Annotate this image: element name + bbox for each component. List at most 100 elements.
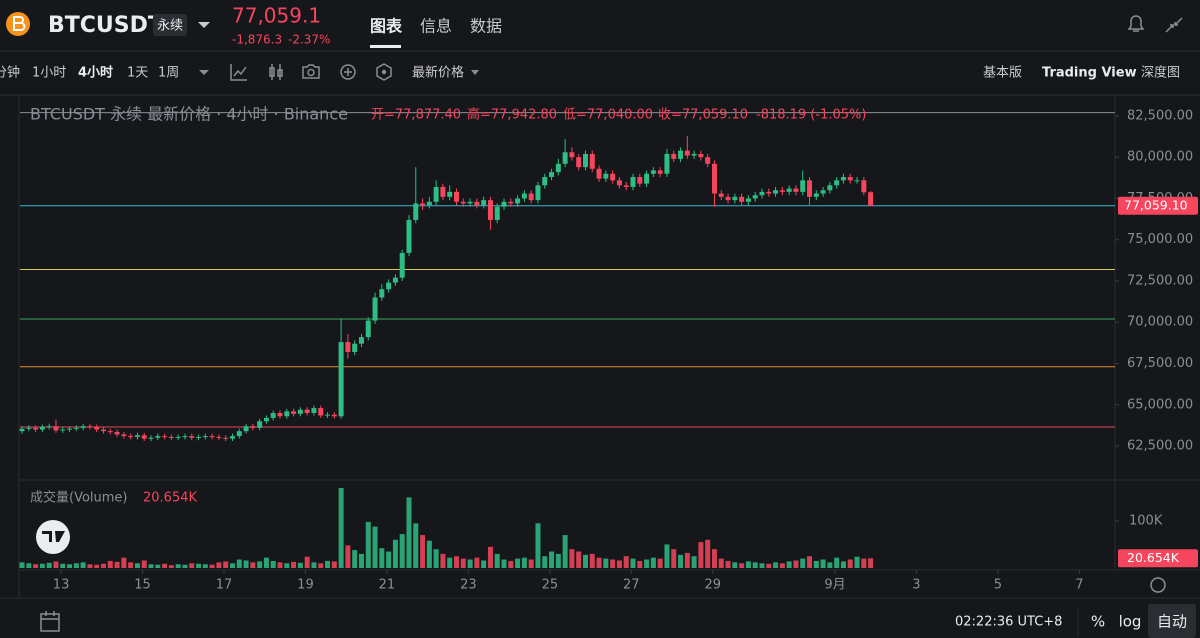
volume-tag-label: 20.654K	[1127, 550, 1180, 565]
view[interactable]: 深度图	[1141, 65, 1180, 81]
badge: 永续	[157, 19, 183, 34]
price-type-dropdown[interactable]	[471, 70, 479, 75]
volume-bar	[345, 545, 351, 568]
candle-body	[33, 427, 39, 430]
candle-body	[657, 170, 663, 174]
tab[interactable]: 数据	[470, 17, 502, 36]
tab[interactable]: 图表	[370, 17, 403, 36]
volume-bar	[603, 558, 609, 568]
volume-bar	[311, 562, 317, 568]
volume-bar	[297, 562, 303, 568]
settings-dot	[381, 69, 387, 75]
candle-body	[454, 191, 460, 202]
volume-bar	[155, 564, 161, 568]
volume-bar	[813, 560, 819, 568]
candle-body	[535, 185, 541, 201]
symbol-dropdown[interactable]	[198, 22, 210, 28]
tv-logo[interactable]	[36, 520, 70, 554]
price-type[interactable]: 最新价格	[412, 65, 464, 81]
shrink-icon[interactable]	[1165, 17, 1183, 33]
candle-body	[358, 337, 364, 344]
volume-bar	[786, 561, 792, 568]
interval[interactable]: 1小时	[32, 66, 66, 81]
interval[interactable]: 4小时	[78, 65, 113, 81]
candle-body	[637, 177, 643, 184]
candle-body	[270, 413, 276, 418]
candle-body	[603, 173, 609, 179]
percent-toggle[interactable]: %	[1091, 613, 1105, 631]
volume-bar	[304, 556, 310, 568]
volume-bar	[847, 559, 853, 568]
candle-body	[481, 200, 487, 206]
x-tick-label: 25	[542, 578, 559, 593]
candle-body	[834, 180, 840, 186]
volume-bar	[121, 557, 127, 568]
volume-bar	[718, 558, 724, 568]
volume-bar	[447, 557, 453, 568]
volume-bar	[263, 557, 269, 568]
log-toggle[interactable]: log	[1119, 613, 1142, 631]
x-tick-label: 29	[705, 578, 722, 593]
volume-title: 成交量(Volume)	[30, 490, 128, 506]
volume-bar	[623, 556, 629, 568]
view[interactable]: 基本版	[983, 66, 1022, 81]
volume-bar	[236, 559, 242, 568]
volume-bar	[616, 560, 622, 568]
candle-body	[447, 191, 453, 197]
candle-body	[650, 170, 656, 174]
candle-body	[311, 408, 317, 414]
bell-icon[interactable]	[1127, 15, 1145, 32]
interval[interactable]: 1天	[127, 66, 148, 81]
indicator-icon[interactable]	[230, 64, 247, 81]
candle-body	[623, 185, 629, 187]
calendar-icon[interactable]	[40, 611, 60, 632]
candle-body	[705, 157, 711, 164]
volume-bar	[481, 560, 487, 568]
interval[interactable]: 分钟	[0, 65, 20, 81]
volume-bar	[257, 561, 263, 568]
candle-body	[732, 196, 738, 201]
tab[interactable]: 信息	[420, 17, 452, 36]
volume-bar	[60, 563, 66, 568]
volume-bar	[779, 563, 785, 568]
volume-bar	[100, 563, 106, 568]
volume-bar	[148, 564, 154, 568]
candle-body	[304, 409, 310, 414]
interval-dropdown[interactable]	[199, 70, 209, 75]
volume-bar	[840, 561, 846, 568]
volume-bar	[868, 558, 874, 568]
interval[interactable]: 1周	[158, 66, 179, 81]
volume-bar	[243, 560, 249, 568]
volume-bar	[861, 558, 867, 568]
volume-bar	[854, 556, 860, 568]
candle-body	[196, 436, 202, 438]
x-tick-label: 27	[623, 578, 640, 593]
candle-body	[773, 190, 779, 194]
camera-icon[interactable]	[302, 64, 320, 79]
candle-body	[107, 431, 113, 433]
view[interactable]: Trading View	[1042, 66, 1137, 81]
candle-body	[392, 277, 398, 283]
volume-bar	[487, 546, 493, 568]
tv-logo-glyph	[42, 531, 65, 542]
volume-bar	[365, 521, 371, 568]
candle-body	[413, 203, 419, 220]
candle-body	[19, 428, 25, 432]
add-icon[interactable]	[340, 64, 356, 80]
candle-body	[508, 201, 514, 204]
candle-icon[interactable]	[269, 64, 283, 80]
settings-icon[interactable]	[376, 63, 392, 81]
volume-bar	[270, 560, 276, 568]
candle-body	[148, 437, 154, 439]
volume-bar	[589, 553, 595, 568]
auto-toggle[interactable]: 自动	[1157, 613, 1187, 631]
candle-body	[223, 437, 229, 439]
price-change: -1,876.3	[232, 33, 282, 47]
candle-body	[128, 436, 134, 438]
candle-body	[440, 186, 446, 197]
candle-body	[582, 153, 588, 168]
y-tick-label: 75,000.00	[1127, 232, 1193, 247]
axis-settings[interactable]	[1150, 577, 1166, 593]
symbol[interactable]: BTCUSDT	[48, 13, 163, 38]
